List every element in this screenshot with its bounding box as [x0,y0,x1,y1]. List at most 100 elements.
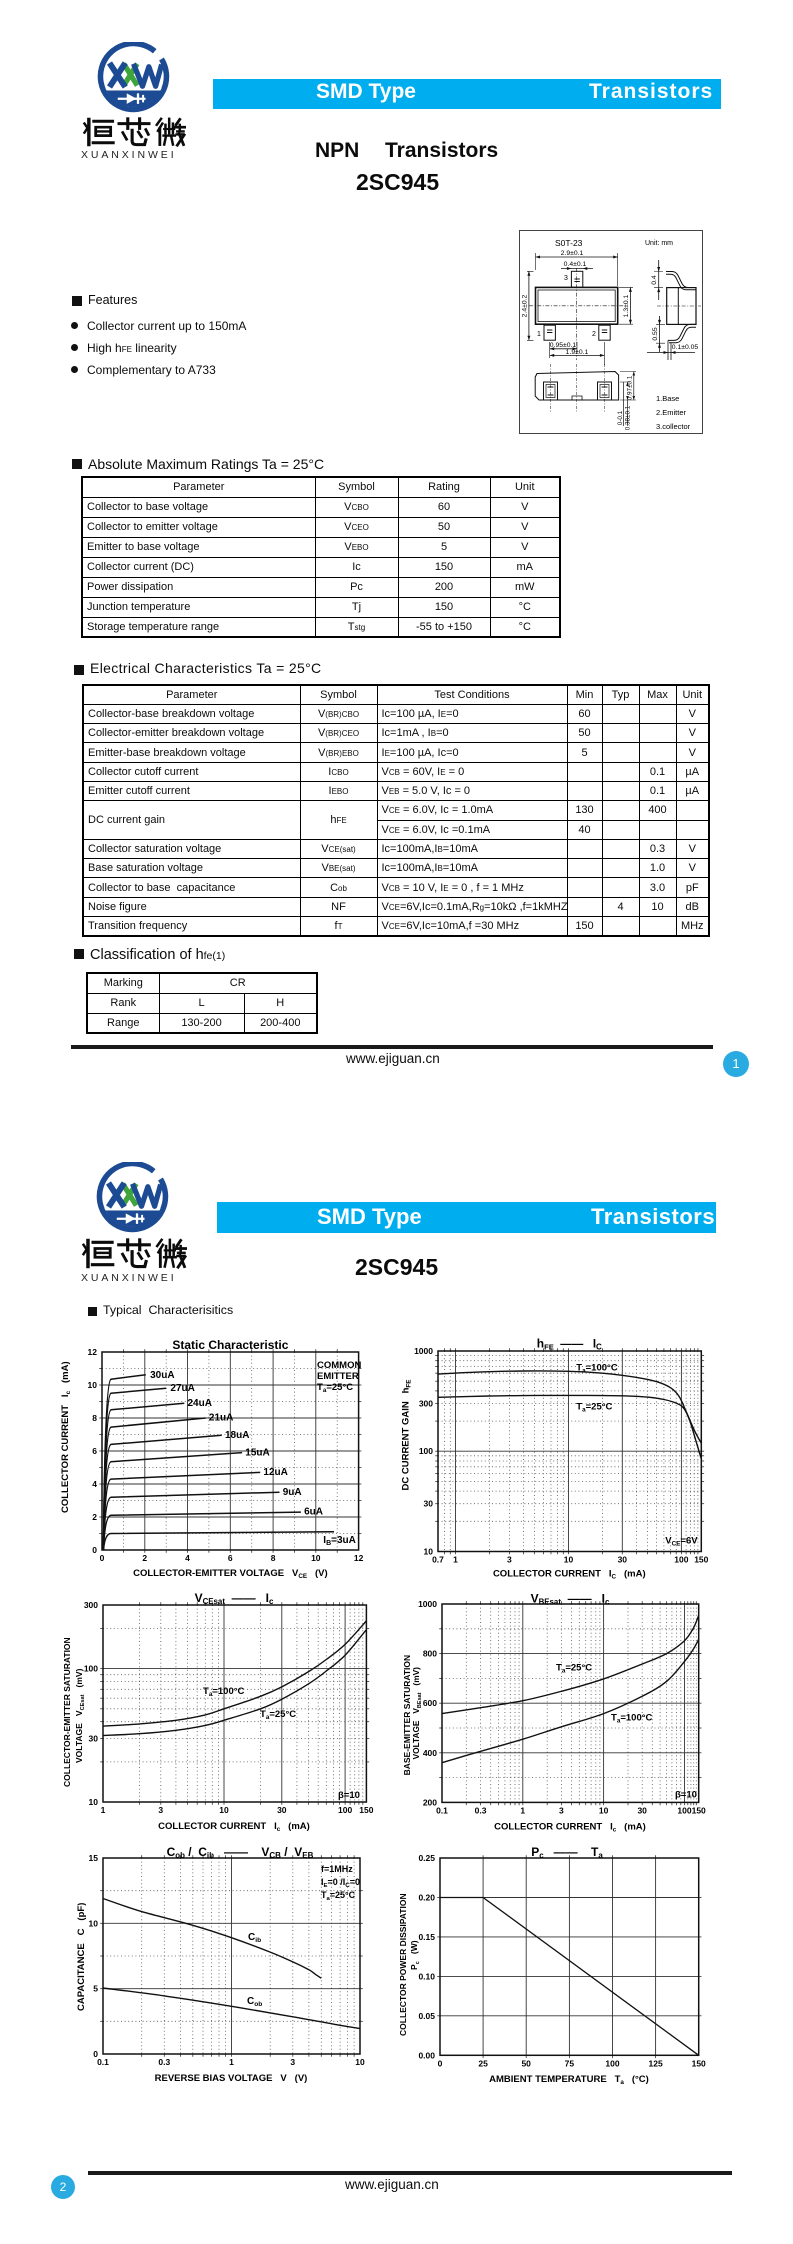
svg-text:25: 25 [478,2058,488,2068]
svg-text:0.1: 0.1 [436,1805,448,1815]
svg-text:27uA: 27uA [170,1383,194,1394]
svg-text:Ta=25°C: Ta=25°C [576,1401,612,1413]
svg-text:3: 3 [158,1805,163,1815]
svg-text:15uA: 15uA [245,1447,269,1458]
svg-text:0.15: 0.15 [418,1932,435,1942]
svg-text:12: 12 [88,1347,98,1357]
svg-text:Unit: mm: Unit: mm [645,240,673,247]
svg-text:0.20: 0.20 [418,1893,435,1903]
svg-text:1: 1 [537,331,541,338]
svg-text:8: 8 [92,1413,97,1423]
svg-text:100: 100 [419,1446,433,1456]
svg-text:0.4: 0.4 [651,275,658,285]
svg-text:REVERSE BIAS VOLTAGE V (V): REVERSE BIAS VOLTAGE V (V) [155,2073,308,2084]
svg-text:100: 100 [338,1805,352,1815]
svg-text:800: 800 [423,1648,437,1658]
svg-text:COLLECTOR CURRENT IC (mA): COLLECTOR CURRENT IC (mA) [493,1568,646,1580]
svg-text:2: 2 [592,331,596,338]
svg-text:CAPACITANCE C (pF): CAPACITANCE C (pF) [76,1903,87,2011]
svg-text:0.55: 0.55 [652,327,659,340]
svg-text:f=1MHz: f=1MHz [321,1864,353,1874]
svg-text:Ta=25°C: Ta=25°C [317,1382,353,1394]
svg-text:30uA: 30uA [150,1370,174,1381]
svg-text:8: 8 [271,1553,276,1563]
svg-text:0.3: 0.3 [475,1805,487,1815]
svg-text:4: 4 [92,1479,97,1489]
svg-text:0.25: 0.25 [418,1853,435,1863]
svg-text:5: 5 [93,1984,98,1994]
svg-text:10: 10 [563,1554,573,1564]
svg-text:0.38±0.1: 0.38±0.1 [625,405,632,430]
svg-text:3: 3 [564,275,568,282]
svg-text:10: 10 [355,2057,365,2067]
svg-text:Ta=100°C: Ta=100°C [576,1362,618,1374]
svg-text:1000: 1000 [414,1346,433,1356]
svg-text:0.3: 0.3 [158,2057,170,2067]
svg-text:Ta=100°C: Ta=100°C [611,1712,653,1724]
svg-text:0.1: 0.1 [97,2057,109,2067]
svg-text:75: 75 [565,2058,575,2068]
svg-text:2.9±0.1: 2.9±0.1 [561,250,584,257]
svg-text:0.05: 0.05 [418,2011,435,2021]
svg-text:IE=0 /IC=0: IE=0 /IC=0 [321,1877,360,1889]
svg-text:100: 100 [84,1664,98,1674]
svg-text:10: 10 [599,1805,609,1815]
svg-text:150: 150 [359,1805,373,1815]
svg-text:3: 3 [290,2057,295,2067]
svg-text:COLLECTOR-EMITTER VOLTAGE VC: COLLECTOR-EMITTER VOLTAGE VCE (V) [133,1568,328,1580]
svg-text:COLLECTOR POWER DISSIPATION: COLLECTOR POWER DISSIPATION [398,1893,408,2036]
svg-text:1: 1 [229,2057,234,2067]
svg-text:1: 1 [520,1805,525,1815]
svg-text:2: 2 [142,1553,147,1563]
svg-text:200: 200 [423,1797,437,1807]
svg-text:Ta=25°C: Ta=25°C [260,1709,296,1721]
svg-text:Pc (W): Pc (W) [409,1940,421,1970]
svg-text:EMITTER: EMITTER [317,1371,359,1382]
svg-text:0.97±0.1: 0.97±0.1 [627,375,634,400]
svg-text:18uA: 18uA [225,1430,249,1441]
svg-text:150: 150 [692,1805,706,1815]
svg-text:0.4±0.1: 0.4±0.1 [564,261,587,268]
svg-text:6: 6 [228,1553,233,1563]
svg-text:VCE=6V: VCE=6V [665,1535,698,1547]
svg-text:21uA: 21uA [209,1413,233,1424]
svg-text:30: 30 [423,1498,433,1508]
svg-text:VCEsat —— Ic: VCEsat —— Ic [195,1591,274,1606]
svg-text:Cob: Cob [247,1996,262,2008]
svg-text:150: 150 [694,1554,708,1564]
svg-text:0.00: 0.00 [418,2050,435,2060]
svg-text:β=10: β=10 [675,1789,697,1800]
svg-text:125: 125 [649,2058,663,2068]
svg-text:6uA: 6uA [304,1507,323,1518]
svg-text:100: 100 [677,1805,691,1815]
svg-text:300: 300 [419,1398,433,1408]
svg-text:Ta=25°C: Ta=25°C [556,1662,592,1674]
svg-text:2: 2 [92,1512,97,1522]
svg-text:1.9±0.1: 1.9±0.1 [566,349,589,356]
svg-text:COLLECTOR-EMITTER SATURATION: COLLECTOR-EMITTER SATURATION [62,1637,72,1787]
svg-text:10: 10 [219,1805,229,1815]
svg-text:1.3±0.1: 1.3±0.1 [623,294,630,317]
svg-text:6: 6 [92,1446,97,1456]
svg-text:Ta=25°C: Ta=25°C [321,1890,356,1902]
svg-text:30: 30 [637,1805,647,1815]
svg-text:0: 0 [93,2049,98,2059]
svg-text:9uA: 9uA [283,1487,302,1498]
svg-text:Cib: Cib [248,1932,261,1944]
svg-text:COMMON: COMMON [317,1360,361,1371]
svg-text:600: 600 [423,1698,437,1708]
svg-text:IB=3uA: IB=3uA [323,1535,356,1547]
svg-text:3: 3 [507,1554,512,1564]
svg-text:50: 50 [521,2058,531,2068]
svg-text:24uA: 24uA [188,1398,212,1409]
svg-text:10: 10 [423,1546,433,1556]
svg-text:10: 10 [89,1918,99,1928]
svg-text:Cob / Cib —— VCB / VEB: Cob / Cib —— VCB / VEB [167,1845,314,1860]
svg-text:COLLECTOR CURRENT Ic (mA): COLLECTOR CURRENT Ic (mA) [60,1361,72,1513]
svg-text:0.95±0.1: 0.95±0.1 [550,342,577,349]
svg-text:hFE —— IC: hFE —— IC [536,1336,601,1351]
svg-text:3.collector: 3.collector [656,422,691,431]
svg-text:2.4±0.2: 2.4±0.2 [522,294,529,317]
svg-text:VBEsat —— Ic: VBEsat —— Ic [531,1591,610,1606]
svg-text:100: 100 [674,1554,688,1564]
